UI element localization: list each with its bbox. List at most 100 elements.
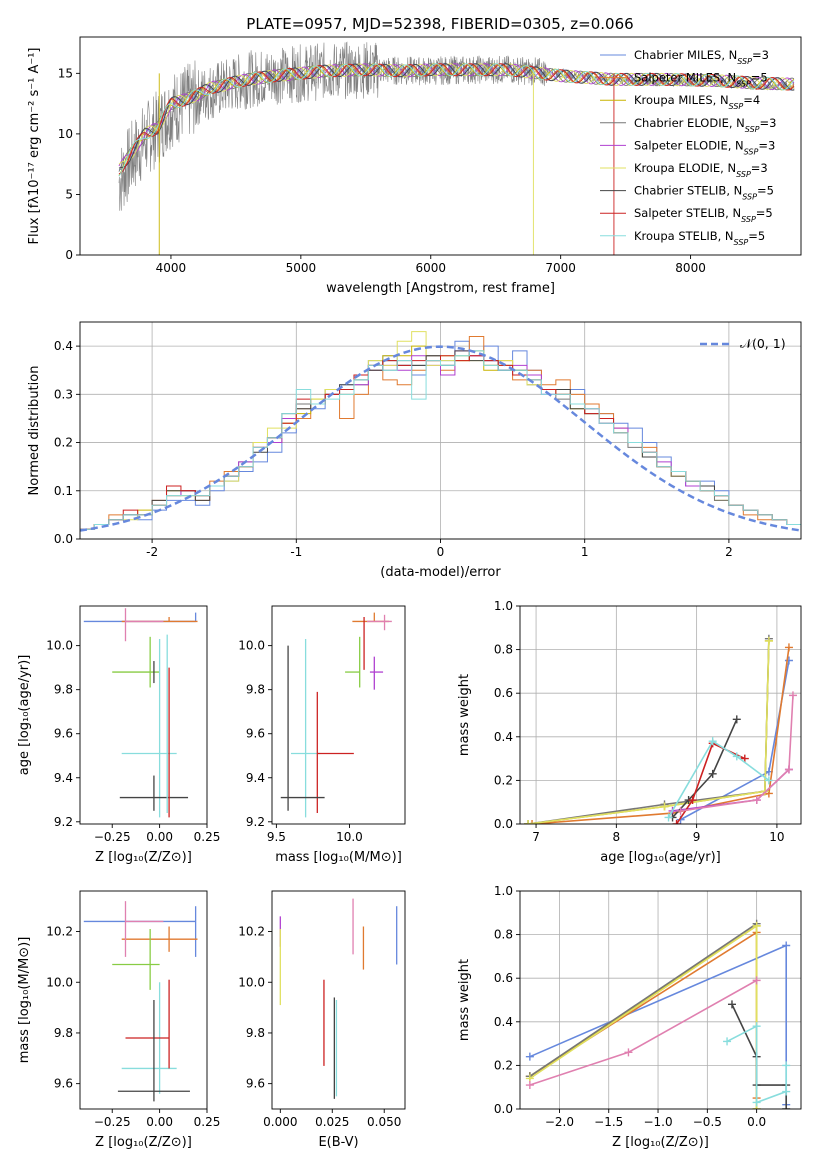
x-tick-label: 8000 — [675, 261, 706, 275]
model-spectrum-line — [118, 63, 795, 175]
y-tick-label: 9.2 — [246, 815, 265, 829]
y-tick-label: 1.0 — [494, 884, 513, 898]
weight-marker — [782, 1061, 791, 1070]
x-tick-label: 9 — [693, 830, 701, 844]
weight-marker — [788, 691, 797, 700]
x-tick-label: 0.050 — [367, 1115, 401, 1129]
y-tick-label: 0.8 — [494, 928, 513, 942]
x-tick-label: 6000 — [415, 261, 446, 275]
legend-label: Kroupa ELODIE, NSSP=3 — [634, 161, 768, 179]
legend-label: 𝒩(0, 1) — [740, 336, 786, 351]
weight-marker — [676, 806, 685, 815]
weight-marker — [524, 820, 533, 824]
x-axis-label: mass [log₁₀(M/M⊙)] — [275, 850, 402, 865]
weight-marker — [624, 1048, 633, 1057]
y-tick-label: 0.1 — [54, 484, 73, 498]
residual-histogram — [80, 350, 801, 530]
x-axis-label: (data-model)/error — [380, 565, 501, 580]
axes-frame — [79, 890, 208, 1110]
y-axis-label: mass weight — [457, 674, 472, 756]
weight-marker — [672, 820, 681, 824]
x-tick-label: 8 — [613, 830, 621, 844]
weight-marker — [732, 715, 741, 724]
weight-marker — [752, 796, 761, 805]
axes-frame — [271, 890, 406, 1110]
x-tick-label: 0 — [437, 545, 445, 559]
y-tick-label: 10.0 — [46, 975, 73, 989]
model-spectrum-line — [118, 63, 795, 167]
weight-marker — [752, 1022, 761, 1031]
weight-marker — [723, 1037, 732, 1046]
x-tick-label: 7 — [532, 830, 540, 844]
weight-marker — [528, 820, 537, 824]
weight-marker — [782, 1087, 791, 1096]
y-tick-label: 9.2 — [54, 815, 73, 829]
x-tick-label: 10 — [769, 830, 784, 844]
legend-label: Kroupa MILES, NSSP=4 — [634, 93, 760, 111]
weight-marker — [688, 796, 697, 805]
x-tick-label: 0.025 — [315, 1115, 349, 1129]
axes-frame — [519, 890, 802, 1110]
plot-area — [83, 901, 198, 1102]
y-tick-label: 9.6 — [54, 1077, 73, 1091]
legend-label: Salpeter ELODIE, NSSP=3 — [634, 138, 775, 156]
x-tick-label: 7000 — [545, 261, 576, 275]
y-tick-label: 10.0 — [238, 975, 265, 989]
x-tick-label: -1 — [290, 545, 302, 559]
weight-line — [529, 923, 758, 1077]
legend-label: Chabrier ELODIE, NSSP=3 — [634, 116, 776, 134]
x-tick-label: −1.0 — [643, 1115, 672, 1129]
weight-marker — [752, 976, 761, 985]
y-tick-label: 0.0 — [494, 817, 513, 831]
weight-line — [667, 740, 770, 818]
x-axis-label: E(B-V) — [318, 1135, 358, 1150]
plot-area — [280, 612, 392, 818]
weight-marker — [708, 737, 717, 746]
weight-marker — [660, 802, 669, 811]
weight-marker — [784, 656, 793, 665]
x-tick-label: −0.25 — [94, 830, 131, 844]
y-axis-label: mass [log₁₀(M/M⊙)] — [17, 937, 32, 1064]
weight-marker — [740, 754, 749, 763]
x-tick-label: -2 — [146, 545, 158, 559]
weight-marker — [784, 765, 793, 774]
y-tick-label: 5 — [65, 187, 73, 201]
legend-label: Kroupa STELIB, NSSP=5 — [634, 229, 765, 247]
plot-area — [279, 898, 398, 1099]
chart-title: PLATE=0957, MJD=52398, FIBERID=0305, z=0… — [246, 15, 633, 33]
x-tick-label: 0.00 — [146, 1115, 173, 1129]
x-axis-label: wavelength [Angstrom, rest frame] — [326, 281, 555, 296]
axes-frame — [79, 605, 208, 825]
x-tick-label: 4000 — [156, 261, 187, 275]
plot-area — [524, 634, 797, 824]
legend-label: Chabrier STELIB, NSSP=5 — [634, 184, 774, 202]
weight-line — [529, 979, 758, 1086]
y-tick-label: 9.4 — [54, 771, 73, 785]
weight-marker — [764, 636, 773, 645]
y-tick-label: 1.0 — [494, 599, 513, 613]
y-axis-label: Normed distribution — [27, 366, 42, 496]
y-tick-label: 0.2 — [54, 436, 73, 450]
y-tick-label: 10.0 — [238, 639, 265, 653]
plot-area — [118, 41, 795, 255]
y-tick-label: 9.4 — [246, 771, 265, 785]
y-tick-label: 0.6 — [494, 971, 513, 985]
y-tick-label: 0.4 — [494, 730, 513, 744]
y-tick-label: 9.8 — [246, 1026, 265, 1040]
y-tick-label: 9.8 — [54, 683, 73, 697]
weight-marker — [664, 813, 673, 822]
axes-frame — [271, 605, 406, 825]
y-tick-label: 10.0 — [46, 639, 73, 653]
legend-label: Salpeter MILES, NSSP=5 — [634, 71, 768, 89]
x-tick-label: 0.0 — [747, 1115, 766, 1129]
weight-marker — [764, 789, 773, 798]
y-axis-label: mass weight — [457, 959, 472, 1041]
x-axis-label: Z [log₁₀(Z/Z⊙)] — [95, 1135, 192, 1150]
x-tick-label: 9.5 — [267, 830, 286, 844]
x-axis-label: Z [log₁₀(Z/Z⊙)] — [95, 850, 192, 865]
y-tick-label: 9.8 — [246, 683, 265, 697]
x-tick-label: 1 — [581, 545, 589, 559]
y-axis-label: Flux [fλ10⁻¹⁷ erg cm⁻² s⁻¹ A⁻¹] — [27, 48, 42, 245]
weight-marker — [764, 776, 773, 785]
legend-label: Salpeter STELIB, NSSP=5 — [634, 206, 773, 224]
